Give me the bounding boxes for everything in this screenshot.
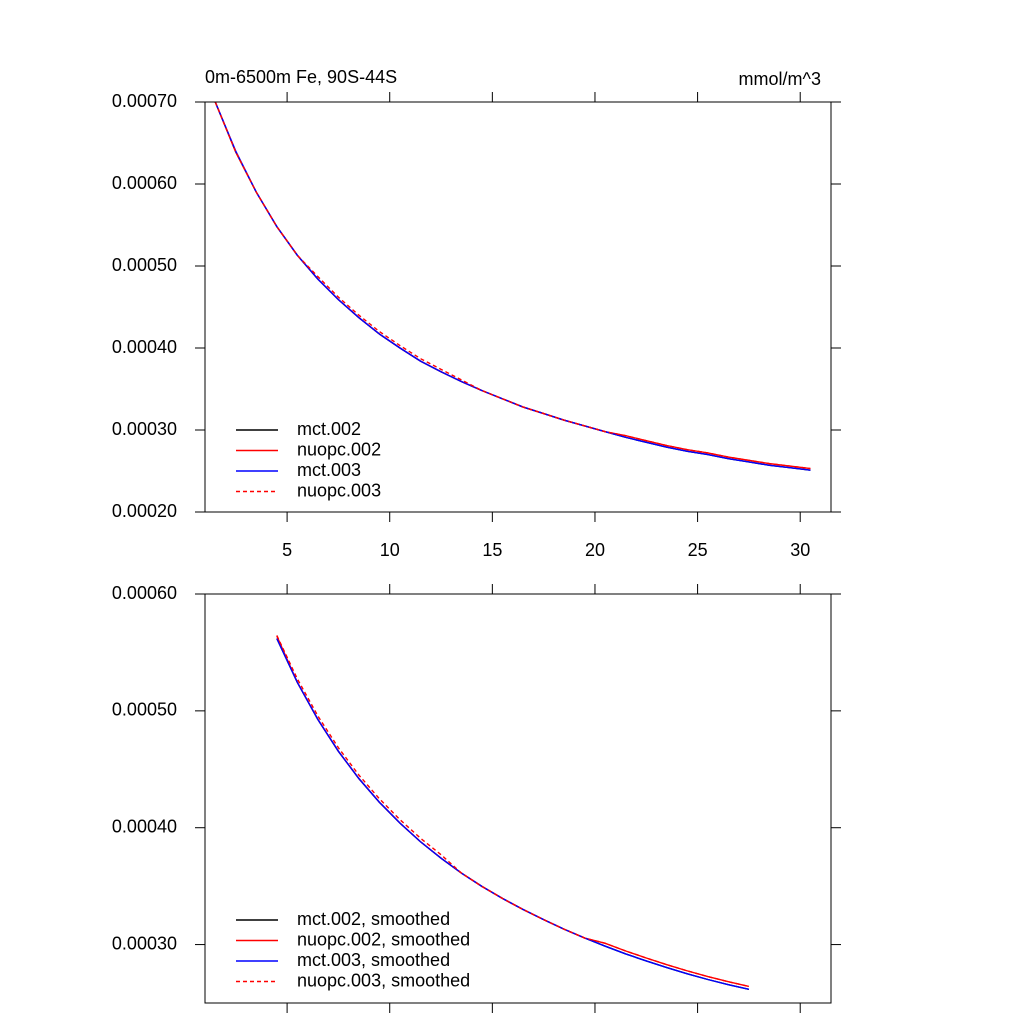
plot-frame bbox=[204, 593, 832, 1004]
plot-frame bbox=[204, 101, 832, 513]
legend-label: mct.002 bbox=[297, 419, 361, 439]
legend-label: mct.002, smoothed bbox=[297, 909, 450, 929]
legend-label: nuopc.002 bbox=[297, 439, 381, 459]
series-line bbox=[214, 102, 811, 470]
y-tick-label: 0.00060 bbox=[112, 173, 177, 193]
x-tick-label: 25 bbox=[688, 540, 708, 560]
chart-title: 0m-6500m Fe, 90S-44S bbox=[205, 67, 397, 87]
y-tick-label: 0.00040 bbox=[112, 816, 177, 836]
legend-label: nuopc.003, smoothed bbox=[297, 970, 470, 990]
y-tick-label: 0.00040 bbox=[112, 337, 177, 357]
y-tick-label: 0.00020 bbox=[112, 501, 177, 521]
y-tick-label: 0.00050 bbox=[112, 255, 177, 275]
x-tick-label: 5 bbox=[282, 540, 292, 560]
legend-label: nuopc.002, smoothed bbox=[297, 929, 470, 949]
units-label: mmol/m^3 bbox=[739, 69, 821, 89]
y-tick-label: 0.00070 bbox=[112, 91, 177, 111]
series-line bbox=[214, 102, 811, 470]
series-line bbox=[276, 635, 750, 988]
legend-label: nuopc.003 bbox=[297, 480, 381, 500]
series-line bbox=[214, 102, 811, 471]
x-tick-label: 15 bbox=[482, 540, 502, 560]
y-tick-label: 0.00030 bbox=[112, 933, 177, 953]
x-tick-label: 20 bbox=[585, 540, 605, 560]
y-tick-label: 0.00030 bbox=[112, 419, 177, 439]
x-tick-label: 10 bbox=[380, 540, 400, 560]
legend-label: mct.003 bbox=[297, 460, 361, 480]
x-tick-label: 30 bbox=[790, 540, 810, 560]
series-line bbox=[214, 102, 811, 471]
legend-label: mct.003, smoothed bbox=[297, 950, 450, 970]
y-tick-label: 0.00060 bbox=[112, 583, 177, 603]
y-tick-label: 0.00050 bbox=[112, 700, 177, 720]
